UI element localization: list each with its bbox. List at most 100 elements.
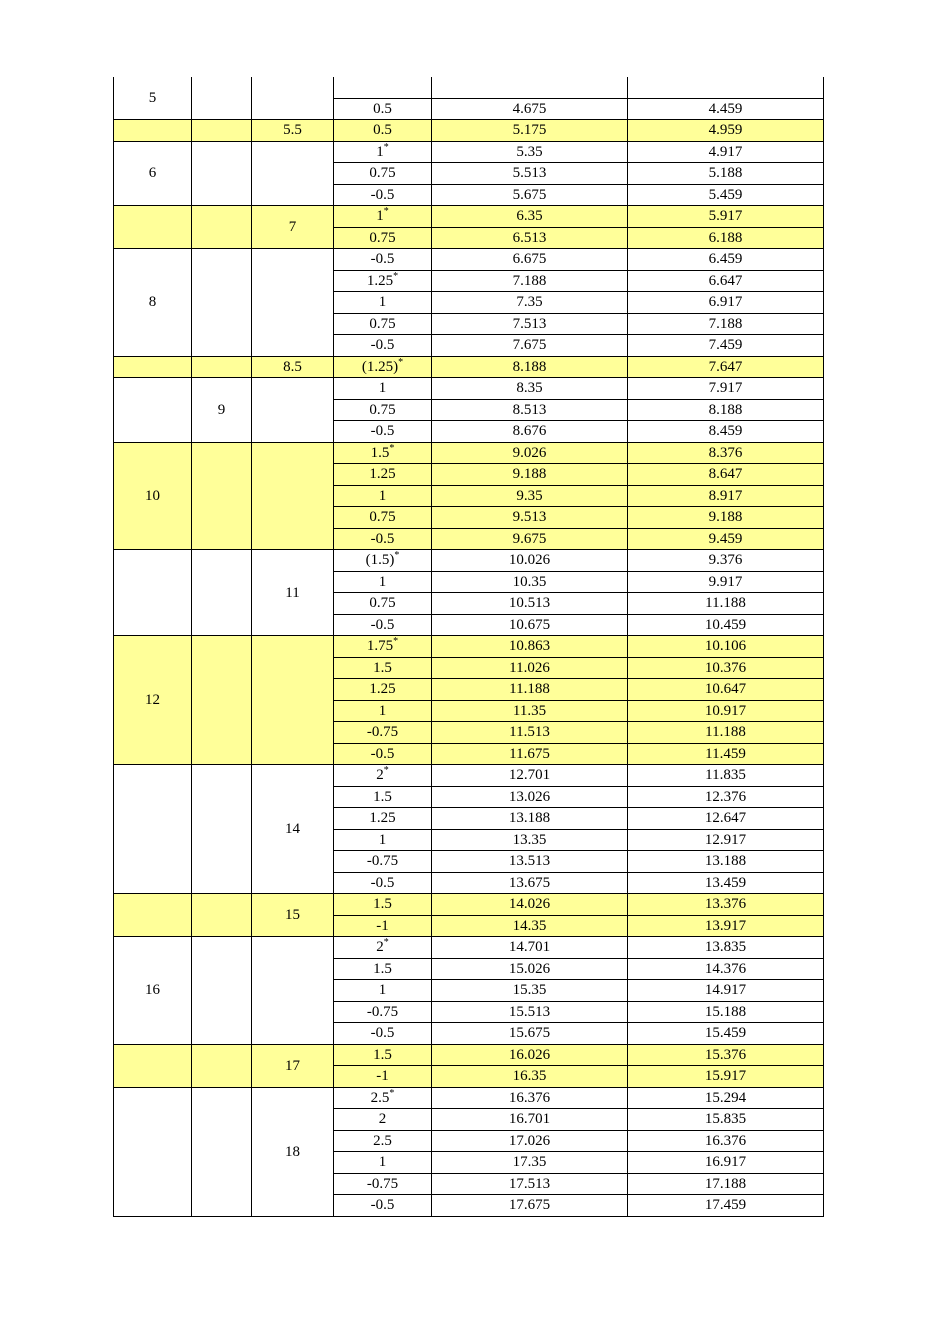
col3-cell: 1.25 xyxy=(334,808,432,830)
col1-cell xyxy=(192,937,252,1045)
col3-cell: 1.25 xyxy=(334,464,432,486)
col3-cell: 0.5 xyxy=(334,98,432,120)
col5-cell: 6.459 xyxy=(628,249,824,271)
col4-cell: 6.513 xyxy=(432,227,628,249)
col1-cell xyxy=(192,765,252,894)
col1-cell xyxy=(192,442,252,550)
col0-cell xyxy=(114,550,192,636)
col4-cell: 8.676 xyxy=(432,421,628,443)
col5-cell: 11.459 xyxy=(628,743,824,765)
col4-cell: 6.675 xyxy=(432,249,628,271)
col3-cell: -0.75 xyxy=(334,1001,432,1023)
col2-cell: 18 xyxy=(252,1087,334,1216)
col0-cell: 12 xyxy=(114,636,192,765)
col4-cell: 8.513 xyxy=(432,399,628,421)
col3-cell: 1 xyxy=(334,700,432,722)
col4-cell: 9.35 xyxy=(432,485,628,507)
col4-cell: 13.188 xyxy=(432,808,628,830)
col1-cell xyxy=(192,206,252,249)
col2-cell xyxy=(252,77,334,120)
col4-cell xyxy=(432,77,628,98)
col1-cell xyxy=(192,550,252,636)
col3-cell: -0.5 xyxy=(334,421,432,443)
col3-cell: -0.5 xyxy=(334,249,432,271)
col1-cell xyxy=(192,249,252,357)
col4-cell: 13.35 xyxy=(432,829,628,851)
table-row: 8-0.56.6756.459 xyxy=(114,249,824,271)
col3-cell: 1.5* xyxy=(334,442,432,464)
table-row: 11(1.5)*10.0269.376 xyxy=(114,550,824,572)
col5-cell: 10.106 xyxy=(628,636,824,658)
col3-cell: 1 xyxy=(334,1152,432,1174)
col4-cell: 14.026 xyxy=(432,894,628,916)
col2-cell: 14 xyxy=(252,765,334,894)
table-row: 182.5*16.37615.294 xyxy=(114,1087,824,1109)
col4-cell: 13.675 xyxy=(432,872,628,894)
col2-cell xyxy=(252,442,334,550)
col5-cell: 15.376 xyxy=(628,1044,824,1066)
col5-cell: 13.459 xyxy=(628,872,824,894)
col5-cell: 15.917 xyxy=(628,1066,824,1088)
col3-cell: 0.75 xyxy=(334,399,432,421)
col5-cell: 13.917 xyxy=(628,915,824,937)
col3-cell: 0.75 xyxy=(334,227,432,249)
col3-cell: 0.5 xyxy=(334,120,432,142)
col4-cell: 11.026 xyxy=(432,657,628,679)
col0-cell xyxy=(114,356,192,378)
col5-cell: 10.376 xyxy=(628,657,824,679)
col5-cell: 10.917 xyxy=(628,700,824,722)
col4-cell: 15.513 xyxy=(432,1001,628,1023)
col5-cell: 9.459 xyxy=(628,528,824,550)
col5-cell xyxy=(628,77,824,98)
col3-cell: -0.75 xyxy=(334,722,432,744)
col3-cell: 1* xyxy=(334,141,432,163)
table-row: 121.75*10.86310.106 xyxy=(114,636,824,658)
col3-cell: 1.5 xyxy=(334,657,432,679)
col5-cell: 15.459 xyxy=(628,1023,824,1045)
col1-cell xyxy=(192,77,252,120)
col4-cell: 9.675 xyxy=(432,528,628,550)
col4-cell: 5.513 xyxy=(432,163,628,185)
col4-cell: 7.513 xyxy=(432,313,628,335)
col1-cell xyxy=(192,1044,252,1087)
col4-cell: 9.513 xyxy=(432,507,628,529)
col2-cell xyxy=(252,378,334,443)
col3-cell: 1 xyxy=(334,829,432,851)
col5-cell: 4.917 xyxy=(628,141,824,163)
col4-cell: 16.026 xyxy=(432,1044,628,1066)
col0-cell: 6 xyxy=(114,141,192,206)
col5-cell: 15.188 xyxy=(628,1001,824,1023)
col4-cell: 8.188 xyxy=(432,356,628,378)
col3-cell xyxy=(334,77,432,98)
col3-cell: 2.5* xyxy=(334,1087,432,1109)
col3-cell: -0.5 xyxy=(334,528,432,550)
col5-cell: 16.917 xyxy=(628,1152,824,1174)
col5-cell: 6.647 xyxy=(628,270,824,292)
col5-cell: 16.376 xyxy=(628,1130,824,1152)
col5-cell: 12.376 xyxy=(628,786,824,808)
table-row: 71*6.355.917 xyxy=(114,206,824,228)
col5-cell: 13.835 xyxy=(628,937,824,959)
col5-cell: 13.376 xyxy=(628,894,824,916)
col4-cell: 14.35 xyxy=(432,915,628,937)
col5-cell: 8.647 xyxy=(628,464,824,486)
col4-cell: 10.35 xyxy=(432,571,628,593)
col5-cell: 15.835 xyxy=(628,1109,824,1131)
col5-cell: 7.188 xyxy=(628,313,824,335)
col0-cell xyxy=(114,206,192,249)
col5-cell: 9.917 xyxy=(628,571,824,593)
col5-cell: 14.376 xyxy=(628,958,824,980)
col3-cell: 1.5 xyxy=(334,786,432,808)
col1-cell xyxy=(192,141,252,206)
col3-cell: 0.75 xyxy=(334,313,432,335)
col0-cell xyxy=(114,894,192,937)
table-row: 101.5*9.0268.376 xyxy=(114,442,824,464)
col0-cell: 8 xyxy=(114,249,192,357)
table-row: 162*14.70113.835 xyxy=(114,937,824,959)
col5-cell: 10.459 xyxy=(628,614,824,636)
col0-cell: 16 xyxy=(114,937,192,1045)
col4-cell: 10.675 xyxy=(432,614,628,636)
col3-cell: -0.5 xyxy=(334,1023,432,1045)
col3-cell: 1.5 xyxy=(334,1044,432,1066)
col5-cell: 11.188 xyxy=(628,593,824,615)
